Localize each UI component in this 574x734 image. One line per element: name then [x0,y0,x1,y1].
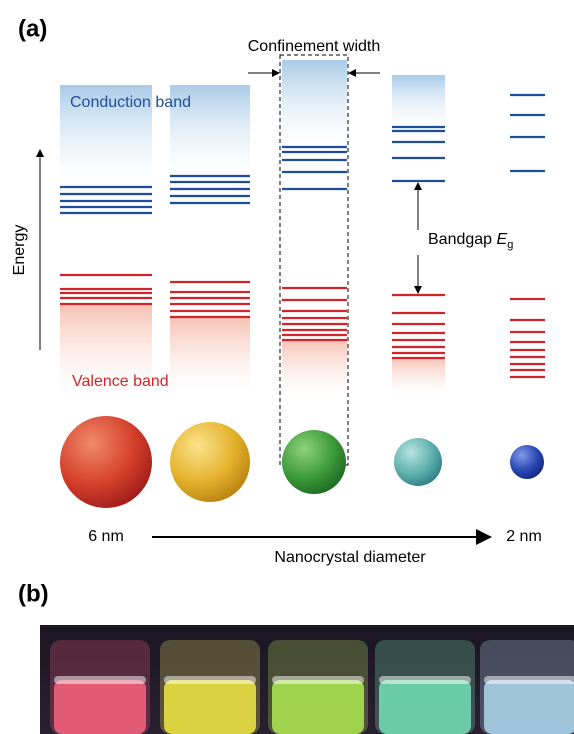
vial-liquid [379,680,471,734]
vial-surface [379,676,471,684]
page: Quantum confinement diagram html, body {… [0,0,574,734]
vial-surface [164,676,256,684]
panel-label: (b) [18,580,49,607]
nanocrystal [170,422,250,502]
bandgap-symbol: E [497,231,508,248]
vial-liquid [54,680,146,734]
conduction-label: Conduction band [70,94,191,111]
vial-surface [272,676,364,684]
valence-label: Valence band [72,373,169,390]
vial-photo [40,625,574,734]
bandgap-subscript: g [507,239,513,251]
nanocrystal [394,438,442,486]
conduction-band-fill [282,60,347,146]
vial-surface [484,676,574,684]
nanocrystal [60,416,152,508]
vial-surface [54,676,146,684]
figure: (a) Confinement width Conduction band Va… [0,0,574,734]
size-label: 6 nm [88,528,124,545]
nanocrystal [282,430,346,494]
bandgap-label: Bandgap Eg [428,231,513,251]
vial-liquid [272,680,364,734]
energy-label: Energy [11,225,28,276]
valence-band-fill [170,318,250,395]
diameter-label: Nanocrystal diameter [274,549,426,566]
bandgap-text: Bandgap [428,231,492,248]
valence-band-fill [282,340,347,395]
vial-liquid [164,680,256,734]
page-body: {"panel_a": {"label": "(a)", "confinemen… [0,0,574,734]
confinement-label: Confinement width [248,38,381,55]
size-label: 2 nm [506,528,542,545]
conduction-band-fill [392,75,445,126]
vial-liquid [484,680,574,734]
nanocrystal [510,445,544,479]
panel-label: (a) [18,15,47,42]
valence-band-fill [392,358,445,395]
